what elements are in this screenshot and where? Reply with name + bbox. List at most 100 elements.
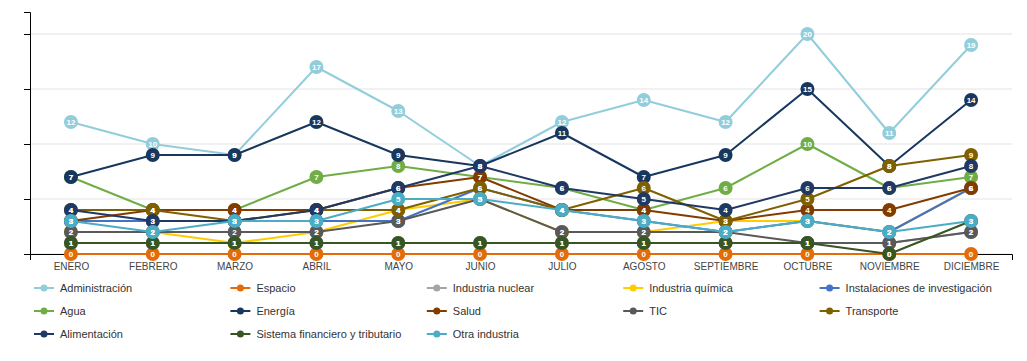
data-label: 6 — [887, 184, 892, 193]
data-label: 6 — [969, 184, 974, 193]
data-label: 0 — [805, 250, 810, 259]
point — [555, 203, 569, 217]
legend-marker — [41, 285, 48, 292]
legend-label: TIC — [649, 305, 667, 317]
x-tick-label: ENERO — [54, 261, 90, 272]
data-label: 4 — [314, 206, 319, 215]
point — [964, 181, 978, 195]
legend-item: Agua — [34, 305, 87, 317]
legend-marker — [41, 308, 48, 315]
data-label: 9 — [232, 151, 237, 160]
data-label: 4 — [887, 206, 892, 215]
point — [719, 181, 733, 195]
data-label: 0 — [560, 250, 565, 259]
legend-item: Espacio — [230, 282, 295, 294]
legend-item: Instalaciones de investigación — [820, 282, 992, 294]
point — [882, 225, 896, 239]
data-label: 5 — [396, 195, 401, 204]
point — [637, 236, 651, 250]
point — [719, 203, 733, 217]
legend-label: Industria química — [649, 282, 734, 294]
point — [391, 148, 405, 162]
point — [473, 159, 487, 173]
data-label: 4 — [560, 206, 565, 215]
point — [473, 192, 487, 206]
data-label: 0 — [314, 250, 319, 259]
y-axis — [24, 13, 31, 255]
legend-marker — [630, 285, 637, 292]
data-label: 13 — [394, 107, 403, 116]
series-line — [71, 232, 971, 243]
data-label: 7 — [314, 173, 319, 182]
x-axis-line — [31, 255, 1013, 261]
legend-marker — [433, 285, 440, 292]
data-label: 1 — [805, 239, 810, 248]
data-label: 3 — [232, 217, 237, 226]
legend-label: Sistema financiero y tributario — [256, 328, 401, 340]
data-label: 1 — [560, 239, 565, 248]
data-label: 1 — [232, 239, 237, 248]
data-label: 1 — [151, 239, 156, 248]
legend-marker — [433, 308, 440, 315]
data-label: 5 — [478, 195, 483, 204]
data-label: 6 — [969, 184, 974, 193]
data-label: 4 — [232, 206, 237, 215]
data-label: 2 — [723, 228, 728, 237]
point — [309, 236, 323, 250]
legend-label: Administración — [60, 282, 132, 294]
point — [882, 159, 896, 173]
data-label: 2 — [723, 228, 728, 237]
legend-item: Industria nuclear — [427, 282, 535, 294]
data-label: 14 — [639, 96, 648, 105]
point — [391, 236, 405, 250]
legend-label: Alimentación — [60, 328, 123, 340]
point — [228, 214, 242, 228]
series-line — [71, 34, 971, 166]
legend-label: Transporte — [846, 305, 899, 317]
x-tick-label: FEBRERO — [129, 261, 178, 272]
data-label: 4 — [805, 206, 810, 215]
data-label: 2 — [642, 228, 647, 237]
data-label: 1 — [478, 239, 483, 248]
point — [228, 214, 242, 228]
data-label: 3 — [396, 217, 401, 226]
point — [473, 236, 487, 250]
x-tick-label: NOVIEMBRE — [860, 261, 920, 272]
data-label: 15 — [803, 85, 812, 94]
data-label: 0 — [642, 250, 647, 259]
y-tick — [24, 199, 30, 200]
data-label: 4 — [69, 206, 74, 215]
series-line — [71, 253, 971, 255]
data-label: 5 — [805, 195, 810, 204]
data-label: 2 — [723, 228, 728, 237]
data-label: 2 — [887, 228, 892, 237]
data-label: 3 — [805, 217, 810, 226]
data-label: 3 — [969, 217, 974, 226]
legend-label: Salud — [453, 305, 481, 317]
legend-item: Administración — [34, 282, 132, 294]
data-label: 3 — [151, 217, 156, 226]
point — [64, 170, 78, 184]
grid-line — [30, 89, 1012, 90]
point — [637, 247, 651, 261]
point — [64, 170, 78, 184]
point — [800, 214, 814, 228]
data-label: 8 — [478, 162, 483, 171]
point — [309, 214, 323, 228]
point — [637, 236, 651, 250]
data-label: 3 — [232, 217, 237, 226]
data-label: 4 — [560, 206, 565, 215]
series — [64, 82, 978, 184]
marks — [64, 27, 978, 261]
data-label: 6 — [560, 184, 565, 193]
data-label: 9 — [396, 151, 401, 160]
point — [800, 137, 814, 151]
data-label: 4 — [151, 206, 156, 215]
data-label: 8 — [887, 162, 892, 171]
point — [309, 60, 323, 74]
data-label: 3 — [69, 217, 74, 226]
data-label: 4 — [396, 206, 401, 215]
legend-marker — [237, 285, 244, 292]
data-label: 2 — [151, 228, 156, 237]
y-tick — [24, 254, 30, 255]
